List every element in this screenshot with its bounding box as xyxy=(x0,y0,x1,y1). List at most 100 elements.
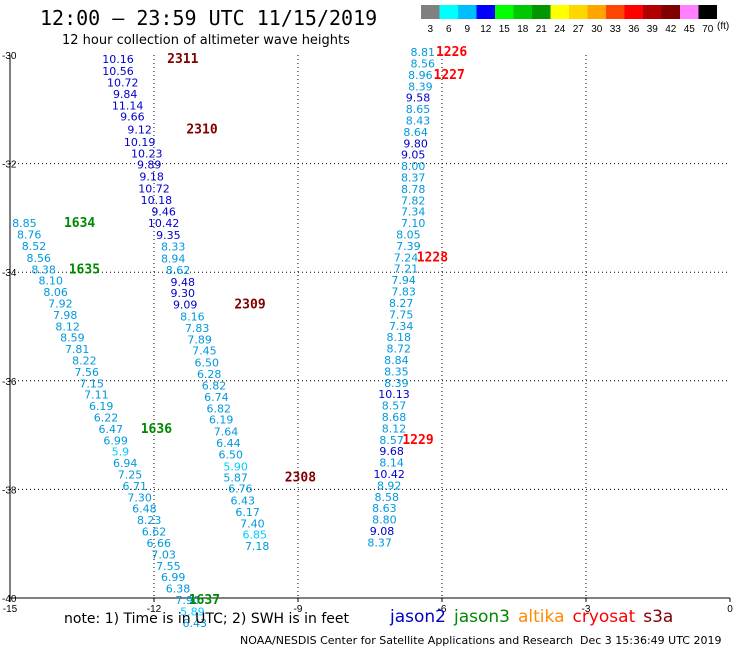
wave-height-label: 6.43 xyxy=(183,617,208,630)
satellite-track: 8.858.768.528.568.388.108.067.927.988.12… xyxy=(12,216,220,630)
wave-height-label: 8.38 xyxy=(31,263,56,276)
wave-height-label: 6.48 xyxy=(132,503,157,516)
wave-height-label: 6.85 xyxy=(243,528,268,541)
time-label: 2310 xyxy=(186,123,217,138)
wave-height-label: 10.42 xyxy=(148,217,180,230)
wave-height-label: 8.58 xyxy=(375,491,400,504)
wave-height-label: 8.12 xyxy=(382,422,407,435)
wave-height-label: 7.34 xyxy=(401,206,426,219)
wave-height-label: 9.12 xyxy=(127,124,152,137)
wave-height-label: 8.39 xyxy=(408,80,433,93)
wave-height-label: 8.56 xyxy=(27,252,52,265)
wave-height-label: 10.13 xyxy=(378,388,410,401)
x-tick-label: 0 xyxy=(727,604,733,615)
colorbar-cell xyxy=(458,5,477,19)
wave-height-label: 8.57 xyxy=(379,434,404,447)
wave-height-label: 8.16 xyxy=(180,311,205,324)
wave-height-label: 7.75 xyxy=(389,308,414,321)
colorbar-cell xyxy=(587,5,606,19)
wave-height-label: 6.50 xyxy=(219,448,244,461)
wave-height-label: 7.92 xyxy=(48,297,73,310)
wave-height-label: 8.59 xyxy=(60,332,85,345)
colorbar-level-label: 30 xyxy=(591,24,603,35)
wave-height-label: 7.64 xyxy=(214,426,239,439)
wave-height-label: 10.19 xyxy=(124,136,156,149)
time-label: 1634 xyxy=(64,216,95,231)
colorbar-level-label: 45 xyxy=(684,24,696,35)
wave-height-label: 6.62 xyxy=(142,526,167,539)
wave-height-label: 6.74 xyxy=(204,391,229,404)
y-tick-label: -40 xyxy=(2,594,17,605)
wave-height-label: 8.27 xyxy=(389,297,414,310)
wave-height-label: 8.43 xyxy=(406,115,431,128)
page-title: 12:00 – 23:59 UTC 11/15/2019 xyxy=(40,6,378,30)
wave-height-label: 6.66 xyxy=(147,537,172,550)
wave-height-label: 8.62 xyxy=(166,264,191,277)
wave-height-label: 10.56 xyxy=(102,65,134,78)
wave-height-label: 9.18 xyxy=(139,170,164,183)
wave-height-label: 9.30 xyxy=(171,287,196,300)
wave-height-label: 9.05 xyxy=(401,149,426,162)
wave-height-label: 6.99 xyxy=(161,571,186,584)
wave-height-label: 7.83 xyxy=(185,322,210,335)
footer-credit: NOAA/NESDIS Center for Satellite Applica… xyxy=(240,634,574,647)
legend-item: s3a xyxy=(643,607,674,627)
wave-height-label: 7.25 xyxy=(118,469,143,482)
colorbar-cell xyxy=(569,5,588,19)
colorbar-cell xyxy=(495,5,514,19)
wave-height-label: 9.48 xyxy=(171,276,196,289)
colorbar-cell xyxy=(624,5,643,19)
wave-height-label: 7.98 xyxy=(53,309,78,322)
time-label: 2309 xyxy=(234,298,265,313)
wave-height-label: 10.72 xyxy=(138,182,170,195)
colorbar-level-label: 12 xyxy=(480,24,492,35)
x-tick-label: -15 xyxy=(3,604,18,615)
y-tick-label: -34 xyxy=(2,268,17,279)
colorbar-level-label: 27 xyxy=(573,24,585,35)
wave-height-label: 5.87 xyxy=(223,471,248,484)
wave-height-label: 7.83 xyxy=(391,286,416,299)
wave-height-label: 7.90 xyxy=(175,594,200,607)
colorbar-cell xyxy=(606,5,625,19)
wave-height-label: 6.44 xyxy=(216,437,241,450)
legend-item: jason3 xyxy=(454,607,510,627)
wave-height-label: 8.96 xyxy=(408,69,433,82)
wave-height-label: 8.06 xyxy=(43,286,68,299)
colorbar-cell xyxy=(476,5,495,19)
wave-height-label: 6.50 xyxy=(195,357,220,370)
wave-height-label: 8.14 xyxy=(379,457,404,470)
wave-height-label: 9.68 xyxy=(379,445,404,458)
y-tick-label: -38 xyxy=(2,485,17,496)
wave-height-label: 8.84 xyxy=(384,354,409,367)
legend-item: cryosat xyxy=(572,607,636,627)
note-text: note: 1) Time is in UTC; 2) SWH is in fe… xyxy=(64,611,350,627)
wave-height-label: 7.18 xyxy=(245,540,270,553)
wave-height-label: 8.39 xyxy=(384,377,409,390)
wave-height-label: 8.00 xyxy=(401,160,426,173)
wave-height-label: 9.08 xyxy=(370,525,395,538)
colorbar-cell xyxy=(643,5,662,19)
colorbar-cell xyxy=(439,5,458,19)
wave-height-label: 6.19 xyxy=(209,414,234,427)
x-tick-label: -3 xyxy=(582,604,591,615)
wave-height-label: 7.40 xyxy=(240,517,265,530)
colorbar-level-label: 36 xyxy=(628,24,640,35)
wave-height-label: 9.35 xyxy=(156,229,181,242)
satellite-legend: jason2 jason3 altika cryosat s3a xyxy=(390,607,681,627)
wave-height-label: 8.64 xyxy=(403,126,428,139)
wave-height-label: 7.21 xyxy=(394,263,419,276)
x-tick-label: -12 xyxy=(147,604,162,615)
time-label: 1636 xyxy=(141,422,172,437)
wave-height-label: 8.52 xyxy=(22,240,47,253)
y-tick-label: -30 xyxy=(2,51,17,62)
x-tick-label: -9 xyxy=(294,604,303,615)
wave-height-label: 7.82 xyxy=(401,194,426,207)
wave-height-label: 8.18 xyxy=(387,331,412,344)
wave-height-label: 11.14 xyxy=(112,99,144,112)
colorbar-cell xyxy=(698,5,717,19)
time-label: 2311 xyxy=(167,52,198,67)
x-tick-label: -6 xyxy=(438,604,447,615)
wave-height-label: 8.35 xyxy=(384,365,409,378)
colorbar-level-label: 6 xyxy=(446,24,452,35)
